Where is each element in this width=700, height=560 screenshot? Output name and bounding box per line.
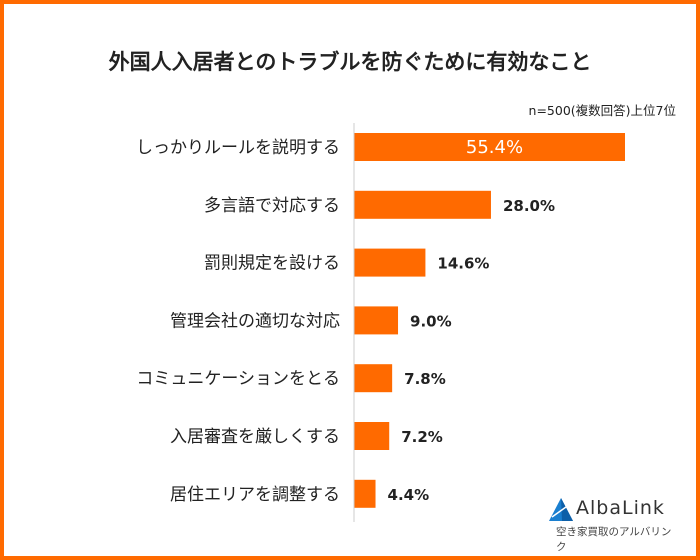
category-label: 入居審査を厳しくする: [170, 427, 340, 447]
value-label: 14.6%: [437, 255, 489, 273]
value-label: 4.4%: [388, 486, 430, 504]
bar: [354, 306, 399, 335]
sample-note: n=500(複数回答)上位7位: [528, 103, 676, 118]
bar: [354, 190, 491, 219]
bar: [354, 133, 625, 161]
bar: [354, 479, 376, 508]
albalink-logo: AlbaLink 空き家買取のアルバリンク: [548, 497, 678, 553]
value-label: 9.0%: [410, 312, 452, 330]
category-label: 居住エリアを調整する: [170, 485, 340, 505]
logo-tagline: 空き家買取のアルバリンク: [556, 526, 672, 553]
value-label: 28.0%: [503, 197, 555, 215]
logo-name: AlbaLink: [576, 497, 665, 519]
value-label: 7.2%: [401, 428, 443, 446]
value-label: 55.4%: [466, 137, 523, 158]
value-label: 7.8%: [404, 370, 446, 388]
category-label: 多言語で対応する: [204, 196, 340, 216]
category-label: しっかりルールを説明する: [136, 138, 340, 158]
category-label: 罰則規定を設ける: [204, 254, 340, 274]
chart-title: 外国人入居者とのトラブルを防ぐために有効なこと: [108, 50, 592, 74]
category-label: 管理会社の適切な対応: [170, 311, 340, 331]
category-label: コミュニケーションをとる: [136, 369, 340, 389]
bar: [354, 248, 426, 277]
bar: [354, 422, 390, 450]
logo-triangle-icon: [549, 498, 573, 521]
bar: [354, 364, 393, 393]
